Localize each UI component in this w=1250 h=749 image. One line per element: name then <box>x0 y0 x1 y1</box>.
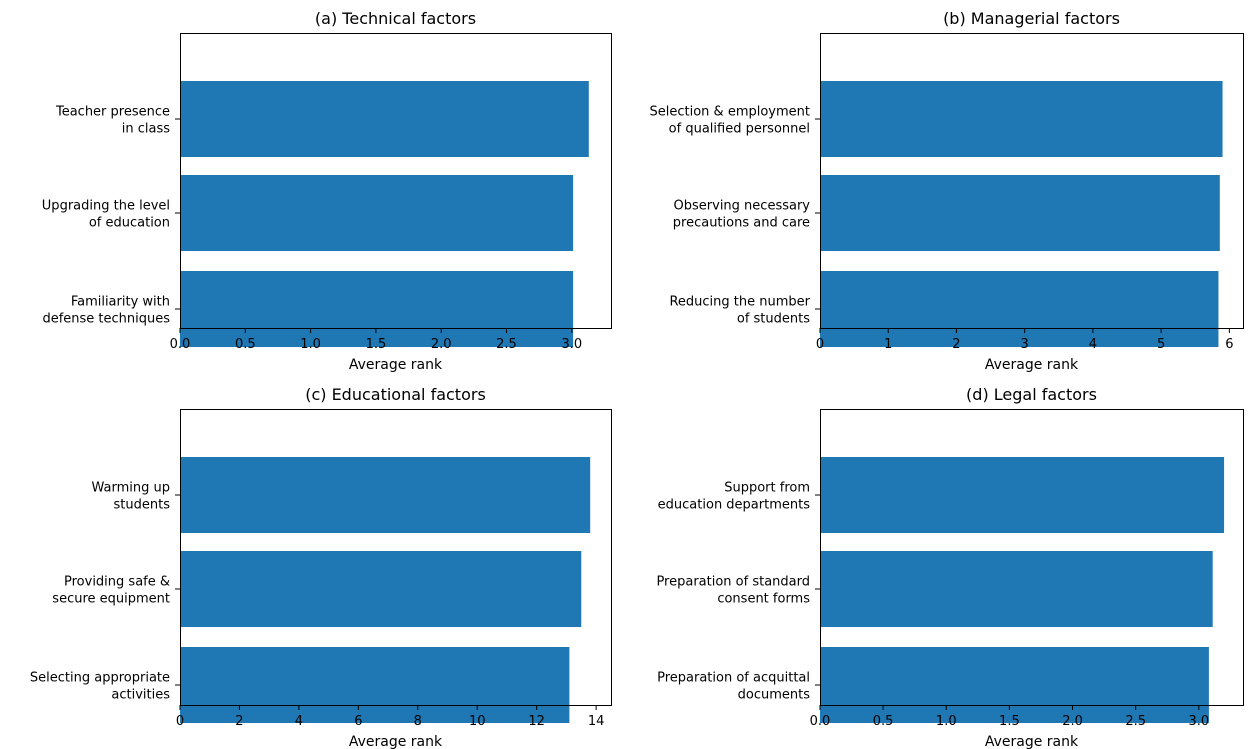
y-tick-label: Preparation of acquittal documents <box>657 671 810 703</box>
y-tick-label: Reducing the number of students <box>669 295 810 327</box>
x-tick-label: 5 <box>1157 337 1165 352</box>
bar <box>180 271 573 347</box>
bar <box>820 175 1220 251</box>
bar <box>820 457 1224 533</box>
x-axis-label: Average rank <box>349 734 443 749</box>
x-tick-label: 2.0 <box>1062 714 1083 729</box>
x-tick-label: 4 <box>1089 337 1097 352</box>
x-tick-label: 2.0 <box>431 337 452 352</box>
y-tick-label: Selection & employment of qualified perso… <box>650 105 810 137</box>
x-tick-label: 4 <box>295 714 303 729</box>
x-axis-label: Average rank <box>985 734 1079 749</box>
y-tick-label: Warming up students <box>92 481 171 513</box>
x-tick-label: 6 <box>1225 337 1233 352</box>
chart-title: (a) Technical factors <box>315 9 476 28</box>
y-tick-label: Providing safe & secure equipment <box>52 575 170 607</box>
x-tick-label: 0.5 <box>235 337 256 352</box>
x-tick-label: 14 <box>588 714 605 729</box>
chart-title: (c) Educational factors <box>305 385 486 404</box>
x-tick-label: 1.0 <box>936 714 957 729</box>
x-tick-label: 3.0 <box>561 337 582 352</box>
x-tick-label: 1 <box>884 337 892 352</box>
y-tick-label: Teacher presence in class <box>55 105 170 137</box>
chart-panel-3: (d) Legal factors 0.0 0.5 1.0 1.5 2.0 2.5 3.0 Av… <box>656 385 1243 749</box>
y-tick-label: Selecting appropriate activities <box>30 671 170 703</box>
x-tick-label: 2 <box>235 714 243 729</box>
x-axis-label: Average rank <box>985 357 1079 373</box>
bar <box>180 81 589 157</box>
x-tick-label: 0.5 <box>873 714 894 729</box>
x-tick-label: 12 <box>528 714 545 729</box>
chart-title: (b) Managerial factors <box>943 9 1120 28</box>
y-tick-label: Support from education departments <box>658 481 811 513</box>
x-tick-label: 2.5 <box>496 337 517 352</box>
y-tick-label: Preparation of standard consent forms <box>656 575 810 607</box>
x-tick-label: 2 <box>952 337 960 352</box>
bar <box>820 271 1218 347</box>
bar <box>820 81 1223 157</box>
x-tick-label: 1.0 <box>300 337 321 352</box>
chart-panel-0: (a) Technical factors 0.0 0.5 1.0 1.5 2.0 2.5 3… <box>42 9 612 373</box>
x-tick-label: 8 <box>414 714 422 729</box>
bar <box>820 551 1213 627</box>
chart-panel-1: (b) Managerial factors 0 1 2 3 4 5 6 Average ran… <box>650 9 1244 373</box>
x-tick-label: 3.0 <box>1188 714 1209 729</box>
bar <box>180 175 573 251</box>
bar <box>180 647 569 723</box>
x-tick-label: 6 <box>354 714 362 729</box>
y-tick-label: Observing necessary precautions and care <box>673 199 811 231</box>
bar <box>820 647 1209 723</box>
chart-panel-2: (c) Educational factors 0 2 4 6 8 10 12 14 Averag… <box>30 385 612 749</box>
y-tick-label: Upgrading the level of education <box>42 199 170 231</box>
y-tick-label: Familiarity with defense techniques <box>42 295 170 327</box>
x-tick-label: 1.5 <box>366 337 387 352</box>
x-tick-label: 1.5 <box>999 714 1020 729</box>
x-tick-label: 0 <box>176 714 184 729</box>
x-tick-label: 3 <box>1021 337 1029 352</box>
x-tick-label: 0.0 <box>170 337 191 352</box>
chart-title: (d) Legal factors <box>966 385 1097 404</box>
x-tick-label: 0 <box>816 337 824 352</box>
x-tick-label: 10 <box>469 714 486 729</box>
bar <box>180 457 590 533</box>
x-axis-label: Average rank <box>349 357 443 373</box>
bar <box>180 551 581 627</box>
x-tick-label: 2.5 <box>1125 714 1146 729</box>
x-tick-label: 0.0 <box>810 714 831 729</box>
